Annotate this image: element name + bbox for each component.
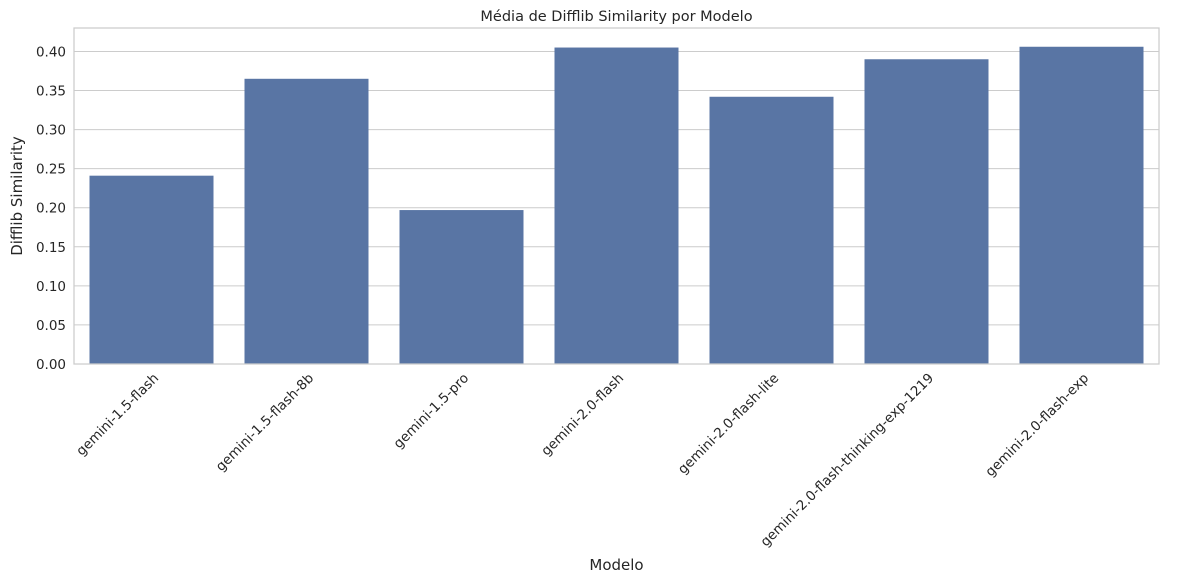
x-axis-label: Modelo (589, 556, 643, 574)
bar (554, 47, 679, 365)
y-tick-label: 0.05 (36, 318, 66, 334)
bar (709, 96, 834, 364)
bar (864, 59, 989, 365)
x-tick-label: gemini-2.0-flash-thinking-exp-1219 (757, 370, 937, 550)
y-tick-label: 0.00 (36, 357, 66, 373)
x-tick-label: gemini-1.5-flash-8b (213, 370, 317, 474)
bar (244, 78, 369, 364)
chart-title: Média de Difflib Similarity por Modelo (480, 9, 752, 25)
y-tick-labels: 0.00 0.05 0.10 0.15 0.20 0.25 0.30 0.35 0.40 (36, 44, 66, 373)
x-tick-label: gemini-2.0-flash (538, 370, 627, 459)
bar (1019, 46, 1144, 365)
y-tick-label: 0.40 (36, 44, 66, 60)
y-tick-label: 0.20 (36, 201, 66, 217)
y-tick-label: 0.30 (36, 123, 66, 139)
y-tick-label: 0.10 (36, 279, 66, 295)
x-tick-label: gemini-2.0-flash-lite (675, 370, 782, 477)
y-tick-label: 0.35 (36, 84, 66, 100)
y-tick-label: 0.25 (36, 162, 66, 178)
x-tick-label: gemini-1.5-pro (391, 370, 473, 452)
y-axis-label: Difflib Similarity (8, 136, 26, 256)
y-tick-label: 0.15 (36, 240, 66, 256)
bar (89, 175, 214, 364)
x-tick-labels: gemini-1.5-flash gemini-1.5-flash-8b gemin… (73, 370, 1092, 550)
axes-frame (73, 27, 1160, 365)
bars (89, 46, 1144, 365)
x-tick-label: gemini-2.0-flash-exp (982, 370, 1092, 480)
bar (399, 210, 524, 364)
x-tick-label: gemini-1.5-flash (73, 370, 162, 459)
